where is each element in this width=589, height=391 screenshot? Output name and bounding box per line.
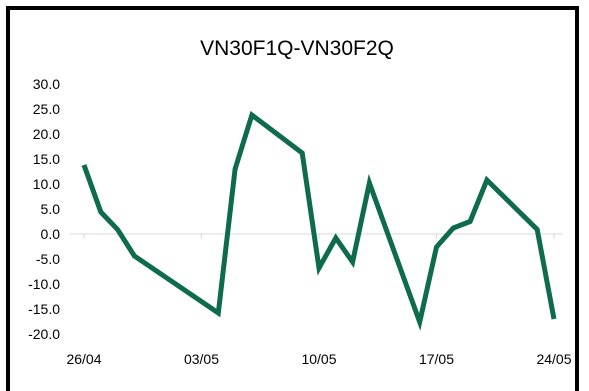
x-tick-label: 17/05 bbox=[419, 351, 454, 367]
y-tick-label: 25.0 bbox=[33, 101, 60, 117]
y-tick-label: 10.0 bbox=[33, 176, 60, 192]
y-tick-label: -20.0 bbox=[28, 326, 60, 342]
x-tick-label: 03/05 bbox=[184, 351, 219, 367]
y-axis-labels: 30.0 25.0 20.0 15.0 10.0 5.0 0.0 -5.0 -10.0 -15.0… bbox=[28, 76, 60, 342]
y-tick-label: 30.0 bbox=[33, 76, 60, 92]
chart-title: VN30F1Q-VN30F2Q bbox=[200, 37, 394, 60]
y-tick-label: 5.0 bbox=[41, 201, 61, 217]
y-tick-label: -10.0 bbox=[28, 276, 60, 292]
y-tick-label: 20.0 bbox=[33, 126, 60, 142]
y-tick-label: -15.0 bbox=[28, 301, 60, 317]
x-tick-marks bbox=[83, 234, 555, 239]
chart-frame bbox=[6, 6, 579, 391]
y-tick-label: 15.0 bbox=[33, 151, 60, 167]
x-tick-label: 26/04 bbox=[66, 351, 101, 367]
x-tick-label: 24/05 bbox=[536, 351, 571, 367]
y-tick-label: 0.0 bbox=[41, 226, 61, 242]
y-tick-label: -5.0 bbox=[36, 251, 60, 267]
x-axis-labels: 26/04 03/05 10/05 17/05 24/05 bbox=[66, 351, 571, 367]
series-line bbox=[81, 110, 557, 331]
x-tick-label: 10/05 bbox=[301, 351, 336, 367]
